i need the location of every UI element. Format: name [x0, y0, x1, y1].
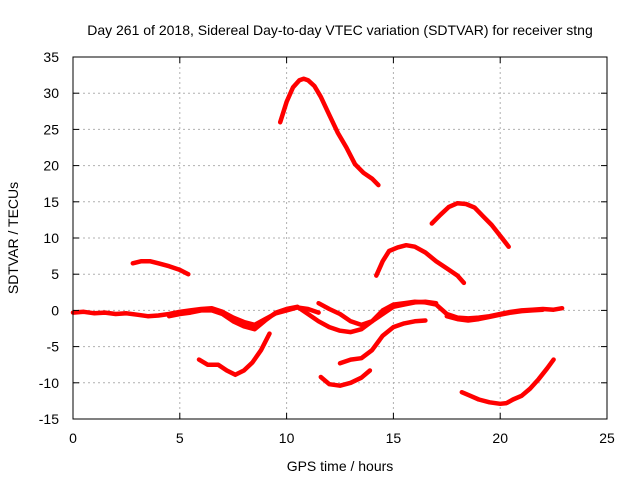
x-tick-label: 5 — [176, 430, 184, 446]
grid-lines — [73, 57, 607, 419]
y-tick-label: 15 — [43, 194, 59, 210]
y-tick-label: -10 — [39, 375, 59, 391]
axis-ticks: 0 5 10 15 20 25 -15 -10 -5 0 5 10 15 20 25 30 35 — [39, 49, 615, 446]
series-arc-morning-positive — [130, 258, 191, 277]
data-series — [70, 76, 565, 407]
x-tick-label: 15 — [386, 430, 402, 446]
y-tick-label: 30 — [43, 85, 59, 101]
y-tick-label: 25 — [43, 121, 59, 137]
y-tick-label: -5 — [47, 339, 60, 355]
series-arc-afternoon-hump — [374, 242, 467, 286]
x-axis-label: GPS time / hours — [287, 458, 394, 474]
chart-title: Day 261 of 2018, Sidereal Day-to-day VTE… — [87, 22, 593, 38]
series-arc-morning-negative — [196, 331, 272, 378]
x-tick-label: 0 — [69, 430, 77, 446]
series-arc-midday-peak — [277, 76, 381, 188]
series-arc-evening-peak — [429, 200, 511, 249]
y-tick-label: 35 — [43, 49, 59, 65]
x-tick-label: 10 — [279, 430, 295, 446]
series-arc-midday-rise — [337, 318, 428, 366]
y-tick-label: 5 — [51, 266, 59, 282]
y-axis-label: SDTVAR / TECUs — [5, 182, 21, 294]
y-tick-label: 10 — [43, 230, 59, 246]
y-tick-label: 20 — [43, 158, 59, 174]
x-tick-label: 25 — [599, 430, 615, 446]
series-arc-late-low — [459, 357, 556, 407]
x-tick-label: 20 — [492, 430, 508, 446]
series-arc-low-evening — [444, 307, 546, 323]
series-arc-midday-low — [318, 368, 373, 388]
y-tick-label: -15 — [39, 411, 59, 427]
y-tick-label: 0 — [51, 302, 59, 318]
series-arc-baseline-c — [316, 299, 565, 328]
